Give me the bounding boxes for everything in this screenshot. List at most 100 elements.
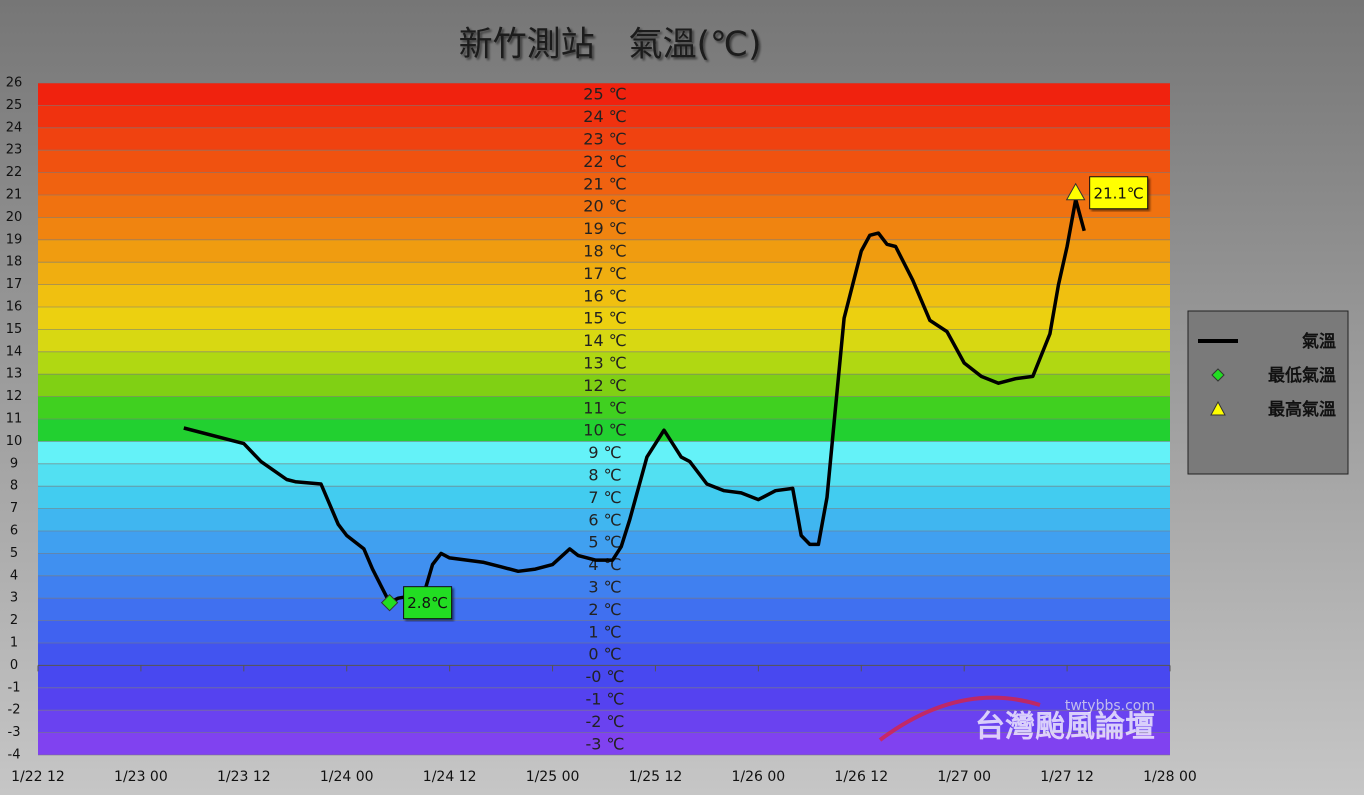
- x-tick-label: 1/26 00: [732, 769, 786, 785]
- legend-label: 氣溫: [1302, 331, 1336, 352]
- band: [38, 262, 1170, 285]
- x-tick-label: 1/23 00: [114, 769, 168, 785]
- marks: 2.8℃ 21.1℃: [183, 176, 1149, 620]
- band: [38, 575, 1170, 599]
- value-label: 21.1℃: [1094, 184, 1144, 202]
- x-tick-label: 1/24 00: [320, 769, 374, 785]
- band-label: 8 ℃: [588, 466, 621, 485]
- band: [38, 307, 1170, 330]
- band-label: 24 ℃: [583, 107, 626, 126]
- band-label: 18 ℃: [583, 242, 626, 261]
- x-tick-label: 1/27 00: [937, 769, 991, 785]
- y-tick-label: 16: [6, 300, 23, 315]
- band: [38, 105, 1170, 128]
- x-tick-label: 1/27 12: [1040, 769, 1094, 785]
- band-label: 6 ℃: [588, 510, 621, 529]
- band: [38, 486, 1170, 509]
- band: [38, 127, 1170, 151]
- y-tick-label: 18: [6, 255, 23, 270]
- x-tick-label: 1/25 12: [629, 769, 683, 785]
- watermark-name: 台灣颱風論壇: [975, 710, 1155, 745]
- band-label: 0 ℃: [588, 645, 621, 664]
- band: [38, 374, 1170, 397]
- value-label-box: [1089, 176, 1149, 210]
- band-label: 3 ℃: [588, 578, 621, 597]
- band: [38, 150, 1170, 173]
- y-tick-label: 12: [6, 389, 23, 404]
- y-tick-label: 6: [10, 524, 18, 539]
- band-label: -0 ℃: [585, 667, 624, 686]
- legend-label: 最低氣溫: [1268, 365, 1336, 386]
- band: [38, 553, 1170, 576]
- chart-title: 新竹測站 氣溫(℃): [459, 25, 762, 65]
- band-label: 1 ℃: [588, 622, 621, 641]
- band: [38, 665, 1170, 688]
- band: [38, 195, 1170, 218]
- band: [38, 531, 1170, 554]
- band: [38, 732, 1170, 755]
- x-tick-label: 1/28 00: [1143, 769, 1197, 785]
- y-tick-label: -1: [8, 680, 21, 695]
- y-tick-label: 13: [6, 367, 23, 382]
- y-tick-label: 2: [10, 613, 18, 628]
- band: [38, 643, 1170, 666]
- band-label: 17 ℃: [583, 264, 626, 283]
- band: [38, 687, 1170, 711]
- bands: 25 ℃ 24 ℃ 23 ℃ 22 ℃ 21 ℃ 20 ℃ 19 ℃ 18 ℃ 17 ℃ 16 ℃…: [38, 83, 1170, 755]
- band: [38, 419, 1170, 442]
- band: [38, 598, 1170, 621]
- band: [38, 620, 1170, 643]
- y-tick-label: 10: [6, 434, 23, 449]
- band: [38, 217, 1170, 240]
- band: [38, 329, 1170, 352]
- y-tick-label: 20: [6, 210, 23, 225]
- band-label: 9 ℃: [588, 443, 621, 462]
- y-tick-label: 0: [10, 658, 18, 673]
- y-tick-label: 3: [10, 591, 18, 606]
- triangle-marker: [1065, 182, 1086, 201]
- band: [38, 508, 1170, 531]
- x-tick-label: 1/22 12: [11, 769, 65, 785]
- band: [38, 710, 1170, 733]
- band-label: 12 ℃: [583, 376, 626, 395]
- band-label: 15 ℃: [583, 309, 626, 328]
- band-label: 25 ℃: [583, 85, 626, 104]
- y-tick-label: -3: [8, 725, 21, 740]
- legend-box: [1187, 310, 1349, 475]
- band: [38, 83, 1170, 106]
- band: [38, 284, 1170, 307]
- y-tick-label: 24: [6, 120, 23, 135]
- x-tick-label: 1/26 12: [834, 769, 888, 785]
- watermark-swoosh: [878, 695, 1041, 742]
- y-tick-label: 14: [6, 344, 23, 359]
- band-label: 23 ℃: [583, 130, 626, 149]
- band-label: 10 ℃: [583, 421, 626, 440]
- y-tick-label: 1: [10, 636, 18, 651]
- y-tick-label: 4: [10, 568, 18, 583]
- x-tick-label: 1/25 00: [526, 769, 580, 785]
- legend-triangle: [1210, 400, 1226, 416]
- value-label: 2.8℃: [407, 594, 448, 612]
- y-tick-label: 19: [6, 232, 23, 247]
- y-tick-label: 26: [6, 76, 23, 91]
- band-label: 21 ℃: [583, 174, 626, 193]
- y-tick-label: 25: [6, 98, 23, 113]
- band-label: 2 ℃: [588, 600, 621, 619]
- diamond-marker: [380, 593, 399, 612]
- legend-diamond: [1211, 368, 1225, 382]
- grid: -4-3-2-101234567891011121314151617181920…: [6, 76, 1197, 786]
- band-label: -3 ℃: [585, 734, 624, 753]
- y-tick-label: 7: [10, 501, 18, 516]
- y-tick-label: 9: [10, 456, 18, 471]
- band-label: 7 ℃: [588, 488, 621, 507]
- y-tick-label: 15: [6, 322, 23, 337]
- band-label: -2 ℃: [585, 712, 624, 731]
- band-label: 22 ℃: [583, 152, 626, 171]
- watermark-site: twtybbs.com: [1065, 698, 1155, 714]
- y-tick-label: 11: [6, 412, 23, 427]
- band-label: 16 ℃: [583, 286, 626, 305]
- band: [38, 351, 1170, 375]
- y-tick-label: 8: [10, 479, 18, 494]
